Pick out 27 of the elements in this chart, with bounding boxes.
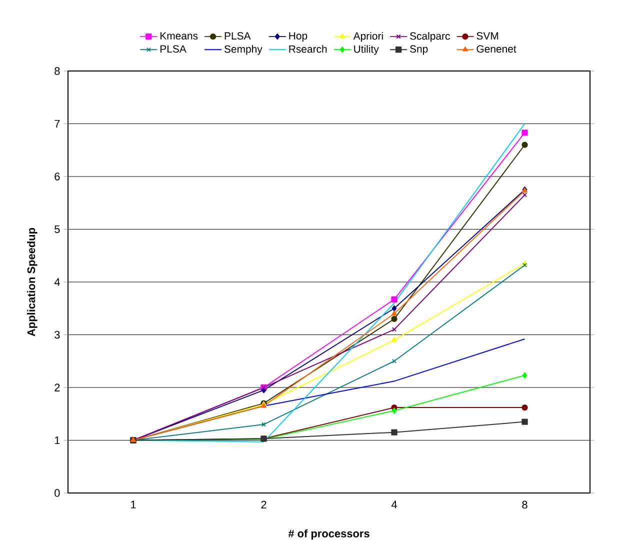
y-tick-label: 4 <box>54 278 60 286</box>
x-tick-label: 8 <box>522 500 528 509</box>
x-tick-label: 2 <box>261 500 266 508</box>
legend-label: PLSA <box>224 32 251 40</box>
legend-label: Genenet <box>476 45 516 53</box>
legend-label: SVM <box>476 32 498 40</box>
y-tick-label: 3 <box>54 330 60 339</box>
legend-label: Rsearch <box>289 45 327 53</box>
legend-label: Snp <box>410 45 428 55</box>
x-axis-title: # of processors <box>288 529 370 540</box>
x-tick-label: 1 <box>131 500 136 508</box>
y-tick-label: 2 <box>54 384 60 392</box>
y-tick-label: 1 <box>54 436 60 444</box>
legend-label: Utility <box>354 45 379 55</box>
legend-label: Kmeans <box>160 32 198 40</box>
legend-label: PLSA <box>160 45 186 53</box>
legend-label: Semphy <box>224 45 262 55</box>
y-tick-label: 5 <box>54 225 60 234</box>
y-tick-label: 8 <box>54 67 60 75</box>
y-axis-title: Application Speedup <box>27 228 38 336</box>
y-tick-label: 6 <box>54 172 60 180</box>
y-tick-label: 7 <box>54 120 60 128</box>
legend-label: Apriori <box>353 32 383 42</box>
legend-label: Hop <box>289 32 308 42</box>
legend-label: Scalparc <box>410 32 450 42</box>
x-tick-label: 4 <box>391 500 397 508</box>
y-tick-label: 0 <box>54 489 60 497</box>
